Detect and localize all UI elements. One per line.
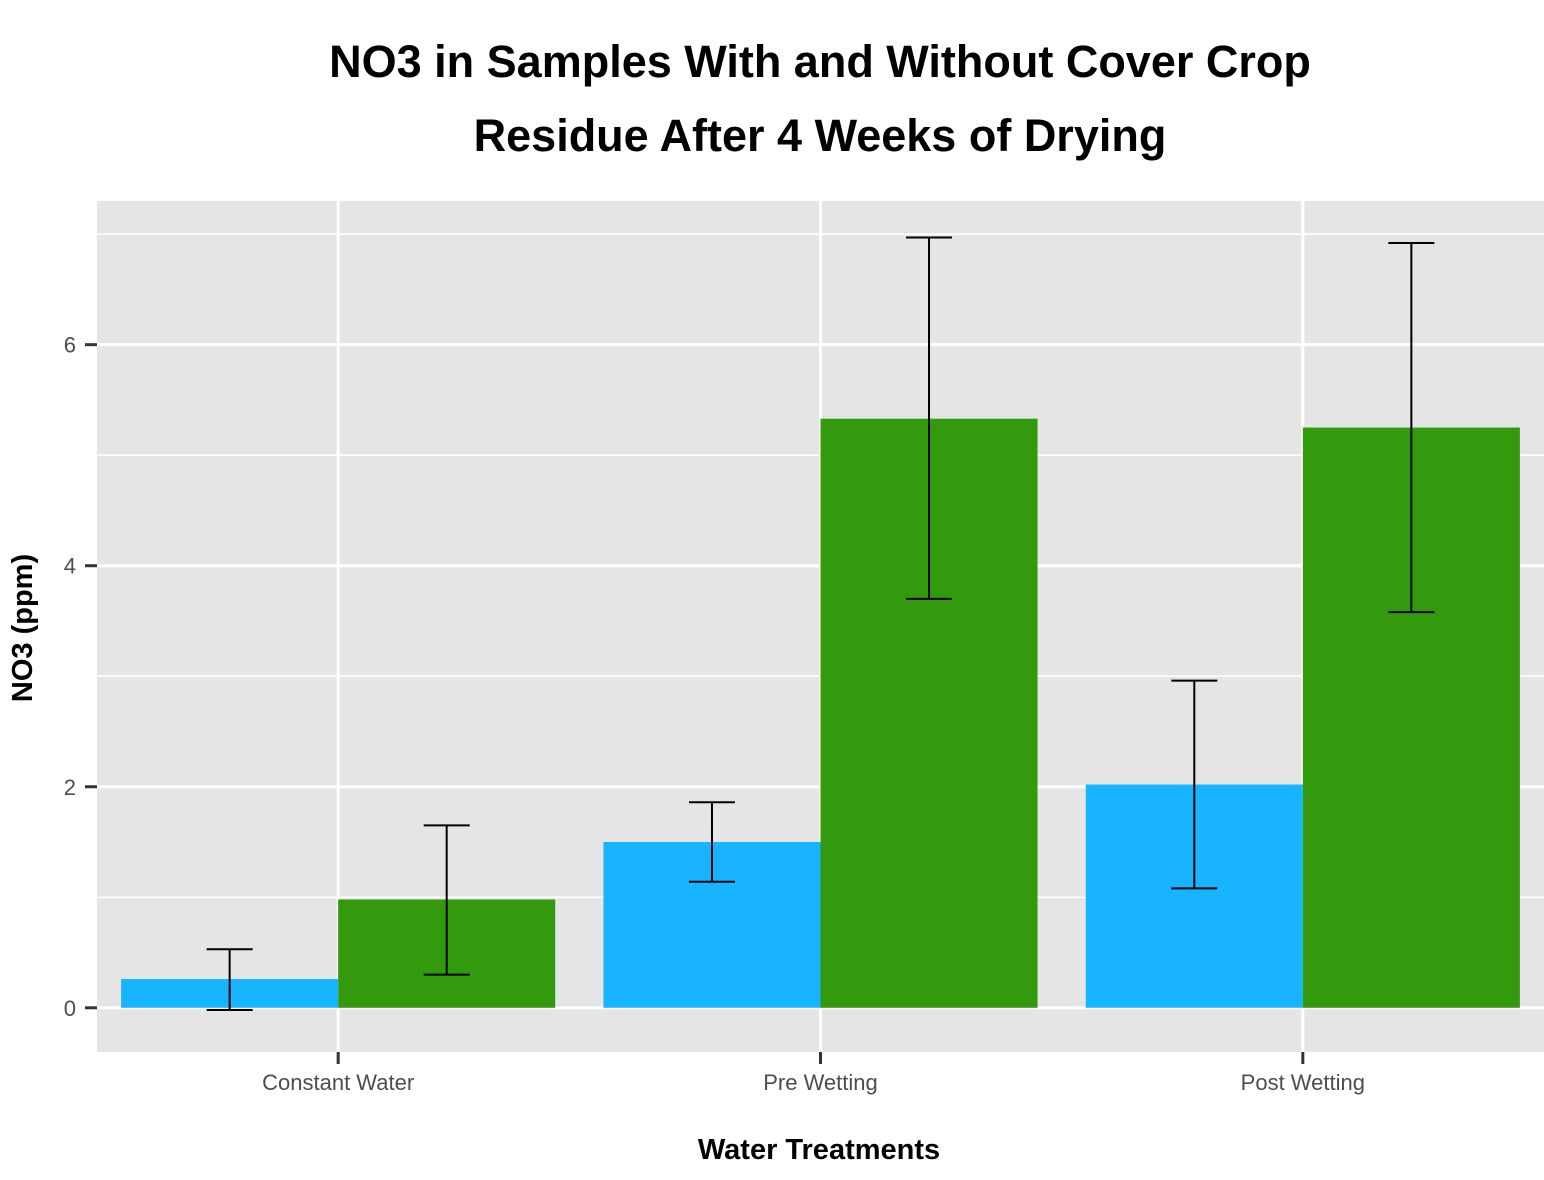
- y-tick-label: 4: [64, 554, 76, 579]
- errorbars-layer: [206, 236, 1435, 1012]
- y-tick-label: 2: [64, 775, 76, 800]
- x-tick-label: Post Wetting: [1241, 1070, 1365, 1095]
- y-tick-label: 6: [64, 333, 76, 358]
- x-tick-label: Constant Water: [262, 1070, 414, 1095]
- y-axis: 0 2 4 6: [64, 333, 97, 1021]
- chart-title-line-1: NO3 in Samples With and Without Cover Cr…: [329, 36, 1311, 87]
- x-tick-label: Pre Wetting: [763, 1070, 878, 1095]
- x-axis-title: Water Treatments: [698, 1134, 940, 1166]
- y-tick-label: 0: [64, 996, 76, 1021]
- x-axis: Constant Water Pre Wetting Post Wetting: [262, 1052, 1365, 1095]
- y-axis-title: NO3 (ppm): [7, 554, 39, 702]
- chart-title-line-2: Residue After 4 Weeks of Drying: [473, 110, 1167, 161]
